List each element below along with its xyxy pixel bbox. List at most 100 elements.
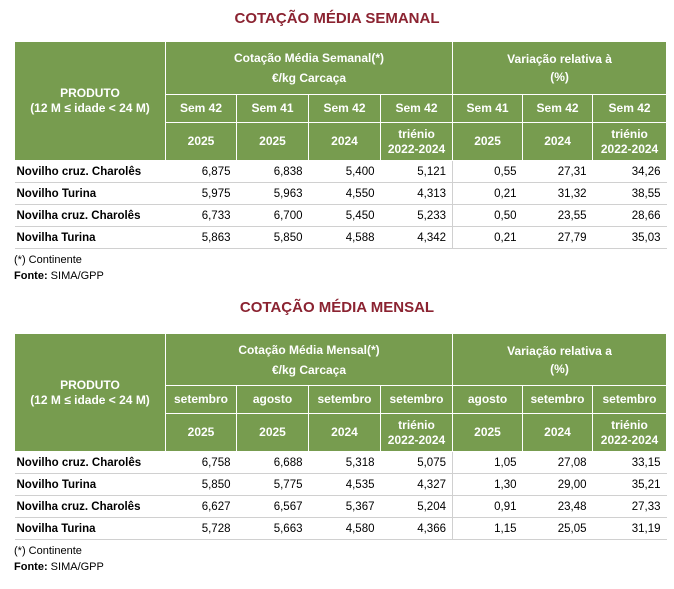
value-cell: 4,342 (380, 226, 453, 249)
weekly-title: COTAÇÃO MÉDIA SEMANAL (234, 10, 440, 27)
product-cell: Novilha cruz. Charolês (14, 495, 166, 518)
value-cell: 0,21 (452, 226, 523, 249)
value-cell: 5,663 (236, 517, 309, 540)
period-header: setembro (522, 385, 593, 414)
source-note: Fonte: SIMA/GPP (14, 559, 666, 575)
variation-group-header: Variação relativa a (%) (452, 333, 667, 386)
footnote: (*) Continente (14, 545, 82, 557)
product-cell: Novilho Turina (14, 473, 166, 496)
period-header: Sem 41 (452, 94, 524, 123)
value-cell: 5,963 (236, 182, 309, 205)
year-header: triénio 2022-2024 (380, 413, 453, 452)
value-cell: 23,55 (522, 204, 593, 227)
year-header: 2024 (522, 122, 594, 161)
table-row: Novilha cruz. Charolês 6,627 6,567 5,367… (14, 495, 667, 518)
table-row: Novilha Turina 5,728 5,663 4,580 4,366 1… (14, 517, 667, 540)
value-cell: 1,05 (452, 451, 523, 474)
variation-group-header: Variação relativa à (%) (452, 41, 668, 95)
source-value: SIMA/GPP (50, 270, 104, 282)
price-group-header: Cotação Média Semanal(*) €/kg Carcaça (164, 41, 454, 95)
value-cell: 4,588 (308, 226, 381, 249)
table-row: Novilho Turina 5,850 5,775 4,535 4,327 1… (14, 473, 667, 496)
value-cell: 35,21 (592, 473, 667, 496)
period-header: Sem 42 (522, 94, 594, 123)
value-cell: 5,863 (165, 226, 237, 249)
value-cell: 6,567 (236, 495, 309, 518)
period-header: Sem 42 (165, 94, 237, 123)
product-cell: Novilho cruz. Charolês (14, 160, 166, 183)
product-cell: Novilha cruz. Charolês (14, 204, 166, 227)
table-row: Novilho Turina 5,975 5,963 4,550 4,313 0… (14, 182, 667, 205)
price-group-header: Cotação Média Mensal(*) €/kg Carcaça (165, 333, 453, 386)
price-group-title: Cotação Média Semanal(*) (234, 51, 385, 65)
period-header: Sem 41 (236, 94, 309, 123)
product-header-label: PRODUTO (60, 86, 120, 100)
table-row: Novilho cruz. Charolês 6,758 6,688 5,318… (14, 451, 667, 474)
period-header: setembro (165, 385, 237, 414)
value-cell: 6,875 (165, 160, 237, 183)
value-cell: 5,728 (165, 517, 237, 540)
weekly-section: PRODUTO (12 M ≤ idade < 24 M) Cotação Mé… (14, 41, 668, 284)
monthly-table: PRODUTO (12 M ≤ idade < 24 M) Cotação Mé… (14, 333, 667, 540)
product-header: PRODUTO (12 M ≤ idade < 24 M) (14, 333, 166, 452)
value-cell: 4,550 (308, 182, 381, 205)
value-cell: 4,327 (380, 473, 453, 496)
product-header: PRODUTO (12 M ≤ idade < 24 M) (14, 41, 166, 161)
year-header: triénio 2022-2024 (592, 413, 667, 452)
value-cell: 5,400 (308, 160, 381, 183)
variation-group-title: Variação relativa à (507, 52, 612, 66)
year-header: 2025 (236, 413, 309, 452)
source-label: Fonte: (14, 561, 48, 573)
value-cell: 27,33 (592, 495, 667, 518)
year-header: 2025 (165, 413, 237, 452)
value-cell: 34,26 (592, 160, 667, 183)
value-cell: 6,688 (236, 451, 309, 474)
value-cell: 27,31 (522, 160, 593, 183)
year-header: 2025 (165, 122, 237, 161)
value-cell: 27,08 (522, 451, 593, 474)
product-cell: Novilho Turina (14, 182, 166, 205)
product-cell: Novilha Turina (14, 517, 166, 540)
table-row: Novilha cruz. Charolês 6,733 6,700 5,450… (14, 204, 667, 227)
period-header: setembro (308, 385, 381, 414)
price-group-title: Cotação Média Mensal(*) (238, 342, 380, 357)
price-group-unit: €/kg Carcaça (271, 71, 347, 85)
value-cell: 31,19 (592, 517, 667, 540)
year-header: 2024 (522, 413, 593, 452)
value-cell: 23,48 (522, 495, 593, 518)
period-header: setembro (380, 385, 453, 414)
year-header: 2025 (236, 122, 309, 161)
value-cell: 0,91 (452, 495, 523, 518)
period-header: agosto (452, 385, 523, 414)
value-cell: 0,21 (452, 182, 523, 205)
period-header: Sem 42 (308, 94, 381, 123)
period-header-row: setembro agosto setembro setembro agosto… (15, 385, 667, 414)
weekly-table: PRODUTO (12 M ≤ idade < 24 M) Cotação Mé… (14, 41, 668, 249)
product-cell: Novilha Turina (14, 226, 166, 249)
year-header: triénio 2022-2024 (592, 122, 668, 161)
year-header: triénio 2022-2024 (379, 122, 454, 161)
value-cell: 6,733 (165, 204, 237, 227)
value-cell: 6,627 (165, 495, 237, 518)
period-header-row: Sem 42 Sem 41 Sem 42 Sem 42 Sem 41 Sem 4… (15, 94, 668, 123)
product-header-sub: (12 M ≤ idade < 24 M) (30, 392, 150, 407)
value-cell: 5,367 (308, 495, 381, 518)
source-label: Fonte: (14, 270, 48, 282)
value-cell: 1,30 (452, 473, 523, 496)
value-cell: 38,55 (592, 182, 667, 205)
value-cell: 5,850 (165, 473, 237, 496)
value-cell: 5,450 (308, 204, 381, 227)
period-header: Sem 42 (592, 94, 668, 123)
year-header: 2025 (452, 122, 524, 161)
source-note: Fonte: SIMA/GPP (14, 268, 666, 284)
year-header-row: 2025 2025 2024 triénio 2022-2024 2025 20… (15, 413, 667, 452)
value-cell: 27,79 (522, 226, 593, 249)
product-header-sub: (12 M ≤ idade < 24 M) (30, 101, 150, 115)
value-cell: 0,55 (452, 160, 523, 183)
value-cell: 6,758 (165, 451, 237, 474)
period-header: setembro (592, 385, 667, 414)
source-value: SIMA/GPP (50, 561, 104, 573)
variation-group-unit: (%) (550, 361, 569, 376)
value-cell: 5,850 (236, 226, 309, 249)
year-header: 2025 (452, 413, 523, 452)
